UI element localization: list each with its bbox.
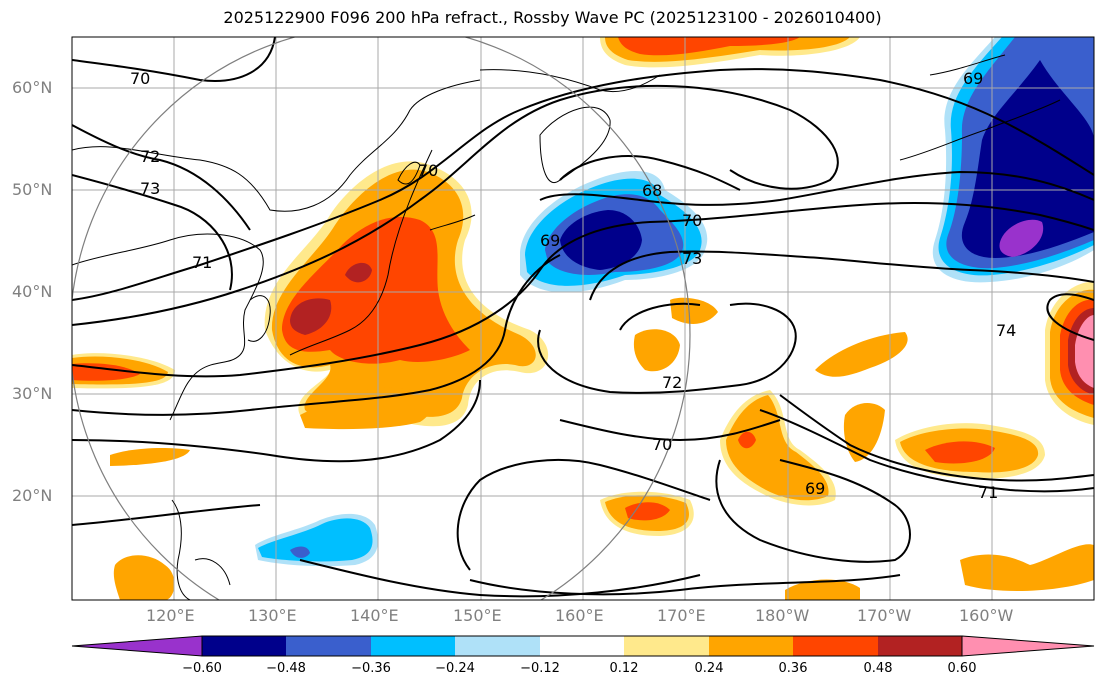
contour-label: 70 [130, 69, 150, 88]
colorbar-bin [709, 636, 793, 656]
graticule [72, 37, 1094, 600]
lon-label: 180°W [755, 606, 810, 625]
map-frame [71, 36, 1095, 601]
lat-label: 60°N [12, 78, 53, 97]
contours [72, 37, 1094, 598]
positive-anomaly-se [960, 544, 1094, 592]
lon-label: 130°E [248, 606, 297, 625]
positive-anomaly-tropical-1-orange [726, 395, 829, 501]
colorbar-bin [286, 636, 371, 656]
influence-circle [72, 37, 691, 600]
colorbar-bin [202, 636, 286, 656]
colorbar-bin [878, 636, 962, 656]
contour-label: 69 [963, 69, 983, 88]
positive-anomaly-s [785, 579, 860, 600]
positive-anomaly-japan-darkred [290, 298, 332, 335]
colorbar-tick: 0.60 [947, 661, 977, 676]
colorbar-tick: 0.36 [778, 661, 808, 676]
lon-label: 150°E [453, 606, 502, 625]
positive-anomaly-mid-3 [815, 332, 908, 377]
lon-label: 160°E [555, 606, 604, 625]
positive-anomaly-sw-2 [110, 447, 190, 466]
colorbar-tick: −0.24 [435, 661, 475, 676]
colorbar-tick: −0.12 [520, 661, 560, 676]
positive-anomaly-mid-4 [843, 403, 885, 462]
colorbar-bin [793, 636, 878, 656]
negative-anomaly-south-blue [290, 546, 310, 558]
contour-label: 72 [662, 373, 682, 392]
contour-label: 70 [682, 211, 702, 230]
contour-labels: 70 72 73 71 70 68 69 70 73 69 72 70 69 7… [130, 69, 1016, 502]
positive-anomaly-tropical-1-red [738, 431, 756, 449]
colorbar-tick: −0.36 [351, 661, 391, 676]
positive-anomaly-japan-darkred-2 [345, 262, 372, 283]
map-title: 2025122900 F096 200 hPa refract., Rossby… [223, 8, 882, 27]
contour-label: 73 [682, 249, 702, 268]
lat-label: 50°N [12, 180, 53, 199]
colorbar [71, 635, 1095, 657]
lat-label: 20°N [12, 486, 53, 505]
contour-label: 68 [642, 181, 662, 200]
contour-label: 70 [418, 161, 438, 180]
shading-layer [72, 37, 1094, 600]
positive-anomaly-tropical-2-red [925, 441, 995, 464]
coastlines [72, 54, 1061, 600]
positive-anomaly-sw [113, 555, 175, 600]
colorbar-max-arrow [961, 635, 1095, 657]
lon-label: 160°W [959, 606, 1014, 625]
lat-label: 40°N [12, 282, 53, 301]
contour-label: 72 [140, 147, 160, 166]
positive-anomaly-north-red [618, 37, 800, 56]
colorbar-bin [540, 636, 624, 656]
colorbar-bin [455, 636, 540, 656]
colorbar-bin [371, 636, 455, 656]
colorbar-bin [624, 636, 709, 656]
contour-label: 74 [996, 321, 1016, 340]
colorbar-min-arrow [71, 635, 203, 657]
colorbar-outline [201, 635, 963, 657]
positive-anomaly-japan-red [282, 216, 470, 364]
positive-anomaly-mid-1 [300, 387, 431, 430]
positive-anomaly-mid-2 [633, 329, 680, 372]
contour-label: 71 [192, 253, 212, 272]
positive-anomaly-east-pink [1075, 315, 1094, 388]
colorbar-tick: 0.12 [609, 661, 639, 676]
negative-anomaly-northeast-purple [999, 219, 1044, 257]
contour-label: 73 [140, 179, 160, 198]
contour-label: 69 [540, 231, 560, 250]
lat-label: 30°N [12, 384, 53, 403]
positive-anomaly-tropical-3-red [625, 502, 670, 521]
negative-anomaly-south-cyan [258, 518, 373, 562]
colorbar-tick: −0.60 [182, 661, 222, 676]
contour-label: 71 [978, 483, 998, 502]
positive-anomaly-mid-5 [670, 297, 718, 324]
colorbar-tick: 0.24 [694, 661, 724, 676]
lon-label: 140°E [350, 606, 399, 625]
colorbar-tick: −0.48 [266, 661, 306, 676]
contour-label: 69 [805, 479, 825, 498]
colorbar-tick: 0.48 [863, 661, 893, 676]
lon-label: 120°E [146, 606, 195, 625]
contour-label: 70 [652, 435, 672, 454]
lon-label: 170°W [857, 606, 912, 625]
lon-label: 170°E [657, 606, 706, 625]
